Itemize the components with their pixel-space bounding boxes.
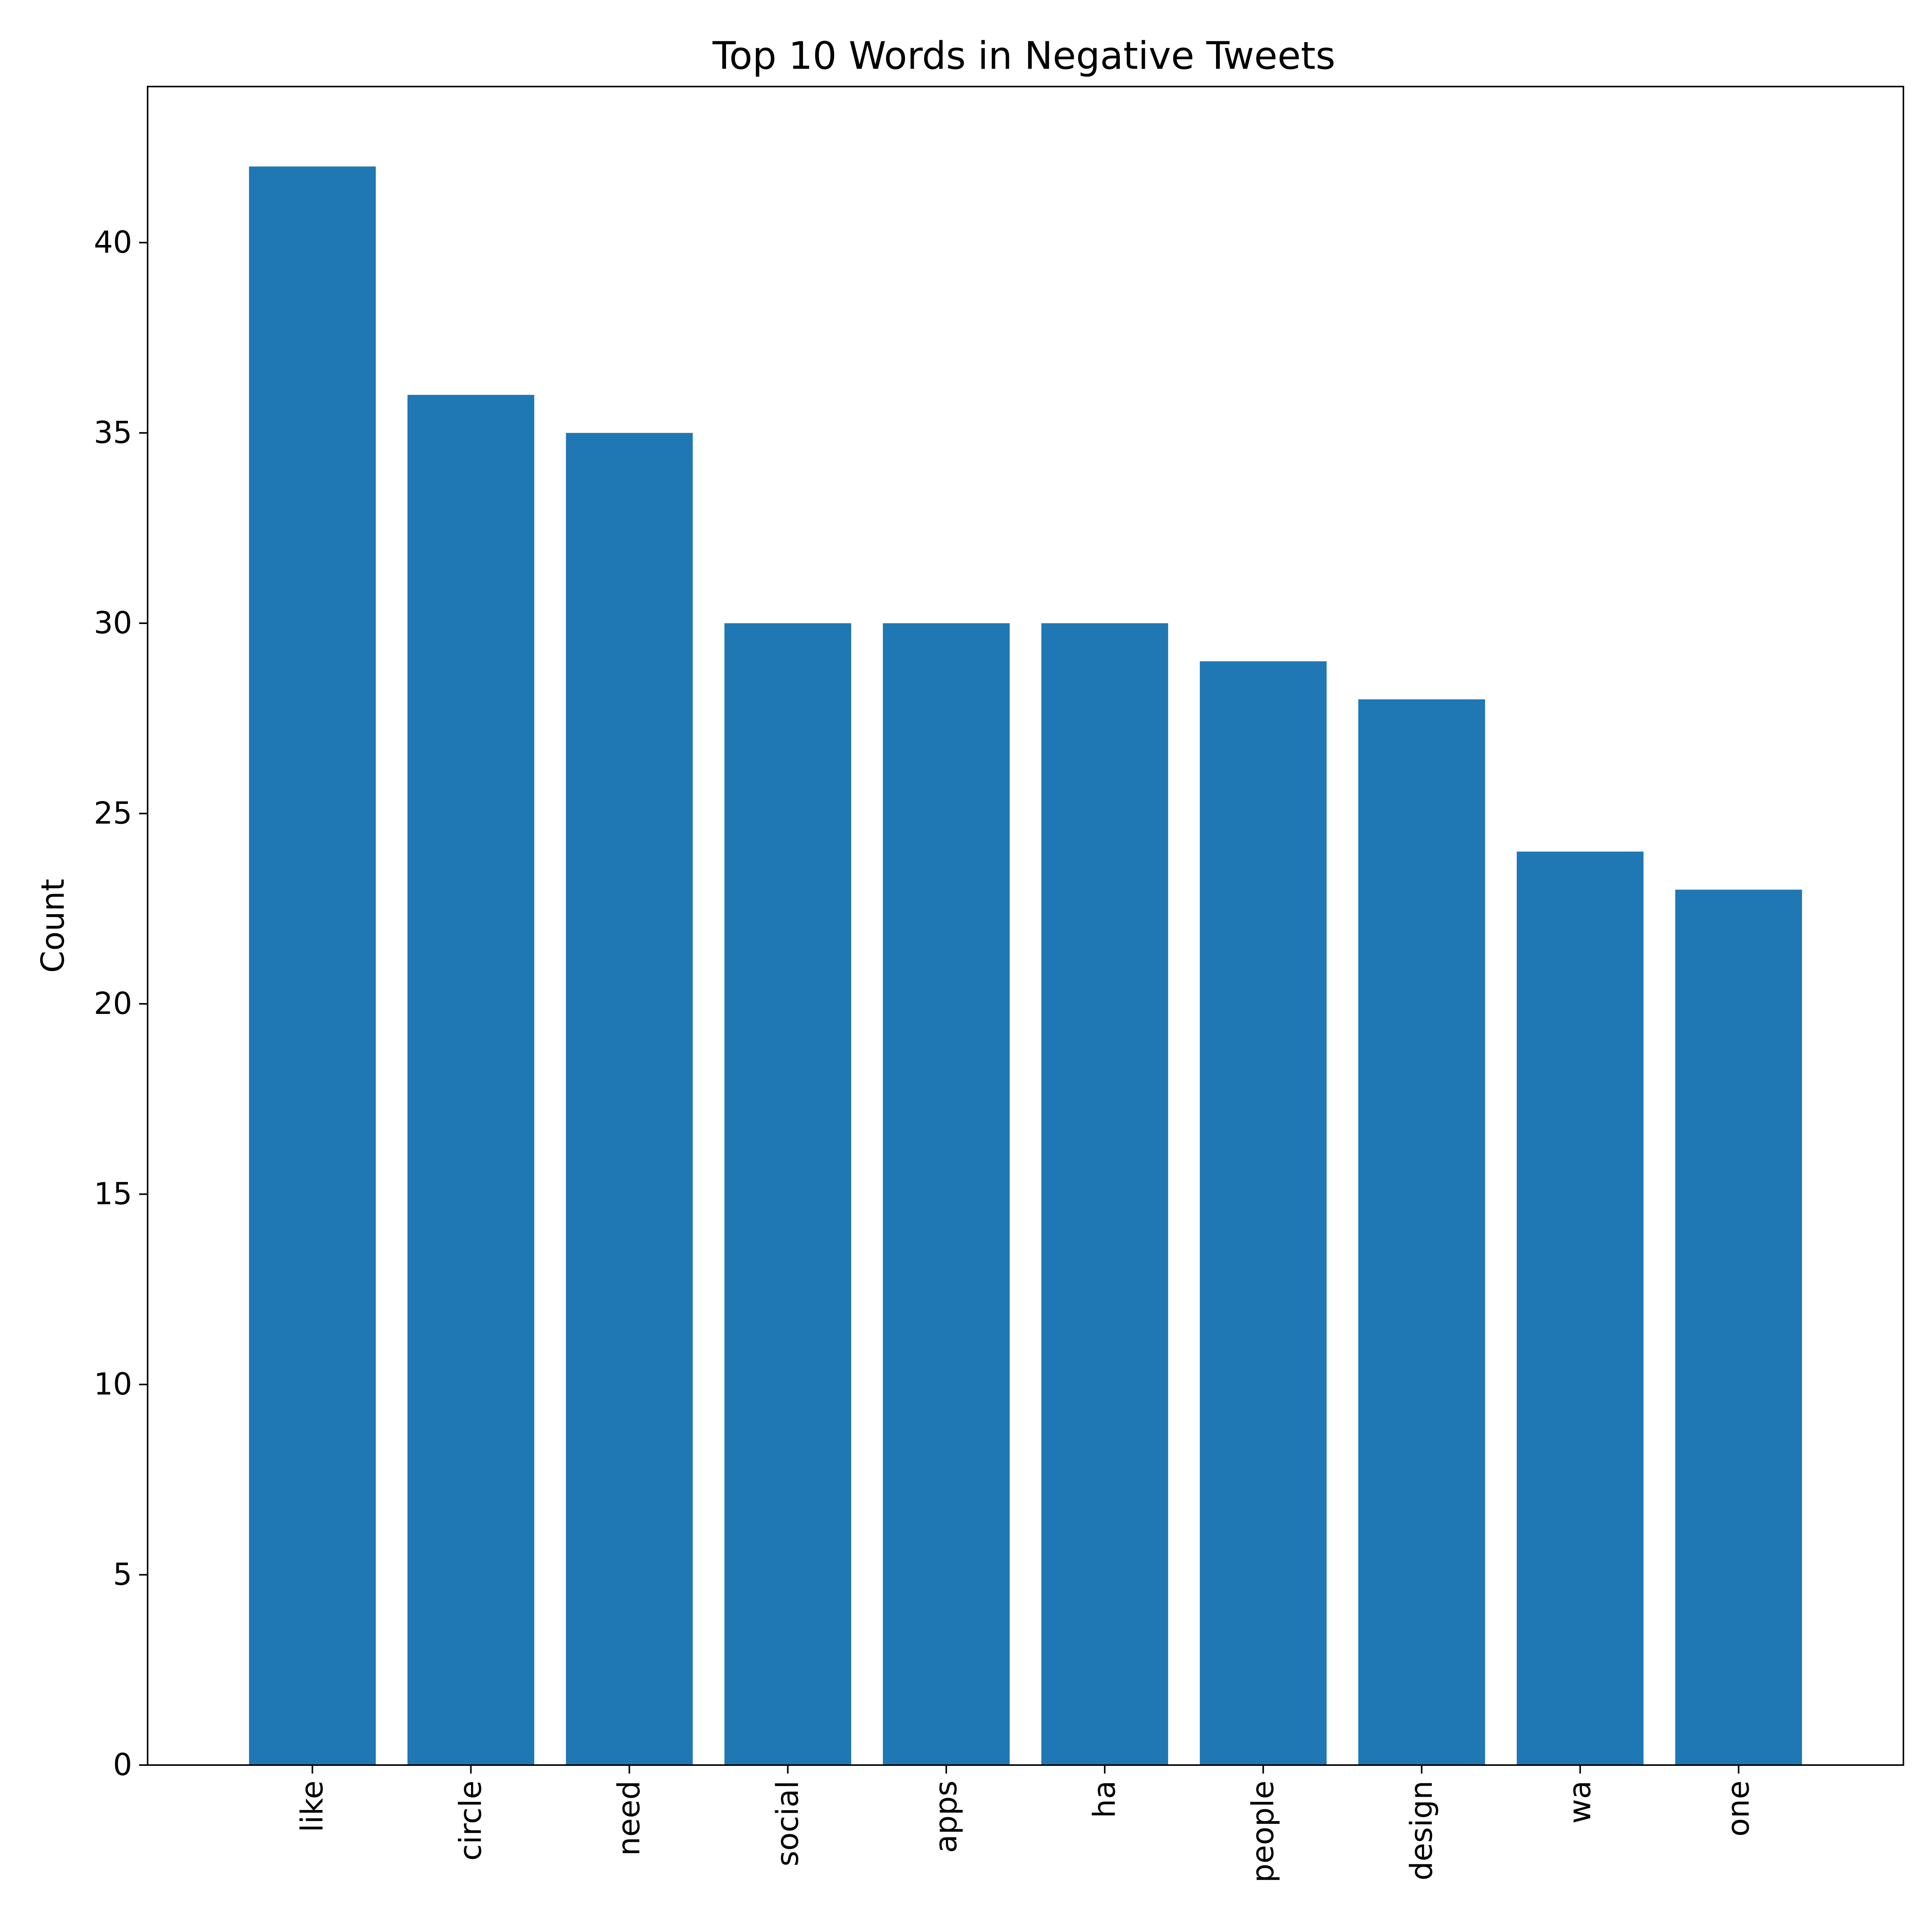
bar-social	[724, 623, 851, 1765]
y-tick-label: 40	[94, 225, 132, 260]
y-tick-label: 30	[94, 606, 132, 641]
bar-need	[566, 433, 693, 1765]
bar-one	[1675, 889, 1802, 1765]
bar-ha	[1041, 623, 1168, 1765]
x-axis-ticks: like circle need social apps ha people design wa…	[295, 1765, 1756, 1883]
x-tick-label: like	[295, 1781, 330, 1832]
x-tick-label: need	[612, 1781, 647, 1856]
chart-title: Top 10 Words in Negative Tweets	[712, 34, 1335, 78]
y-axis-label: Count	[35, 879, 71, 973]
x-tick-label: one	[1721, 1781, 1756, 1837]
x-tick-label: apps	[929, 1781, 964, 1853]
x-tick-label: ha	[1087, 1781, 1122, 1818]
x-tick-label: social	[770, 1781, 805, 1866]
bar-design	[1358, 699, 1485, 1765]
plot-frame	[147, 86, 1904, 1766]
y-tick-label: 35	[94, 415, 132, 450]
bar-people	[1200, 661, 1327, 1765]
x-tick-label: design	[1404, 1781, 1439, 1881]
x-tick-label: wa	[1563, 1781, 1597, 1824]
y-tick-label: 10	[94, 1367, 132, 1402]
y-tick-label: 20	[94, 986, 132, 1021]
y-axis-ticks: 0 5 10 15 20 25 30 35 40	[94, 225, 148, 1782]
y-tick-label: 5	[113, 1557, 132, 1592]
bar-apps	[883, 623, 1010, 1765]
x-tick-label: people	[1246, 1781, 1281, 1883]
y-tick-label: 0	[113, 1748, 132, 1782]
bar-like	[249, 166, 376, 1765]
y-tick-label: 15	[94, 1177, 132, 1211]
bar-circle	[407, 395, 534, 1765]
y-tick-label: 25	[94, 796, 132, 831]
bars	[249, 166, 1802, 1765]
bar-wa	[1517, 851, 1644, 1765]
x-tick-label: circle	[454, 1781, 488, 1861]
